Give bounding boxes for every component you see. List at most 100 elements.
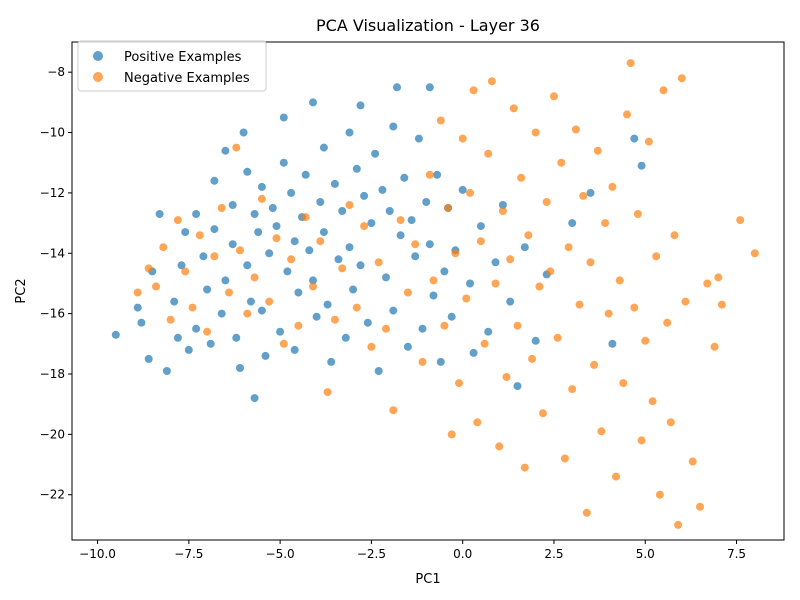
data-point-series-1-10	[210, 252, 219, 261]
data-point-series-0-40	[279, 113, 288, 122]
data-point-series-1-43	[440, 321, 449, 330]
data-point-series-1-23	[301, 213, 310, 222]
data-point-series-0-74	[382, 273, 390, 282]
data-point-series-1-83	[586, 258, 595, 267]
data-point-series-0-17	[210, 176, 219, 185]
data-point-series-1-79	[571, 125, 580, 134]
data-point-series-1-63	[513, 321, 522, 330]
data-point-series-0-77	[389, 306, 398, 315]
data-point-series-1-97	[637, 436, 646, 445]
data-point-series-1-105	[666, 418, 675, 427]
data-point-series-0-97	[466, 279, 474, 288]
data-point-series-0-50	[309, 98, 317, 107]
data-point-series-1-72	[546, 267, 555, 276]
data-point-series-1-66	[524, 231, 533, 240]
data-point-series-0-32	[254, 228, 263, 237]
data-point-series-0-11	[184, 345, 193, 354]
data-point-series-0-34	[257, 306, 266, 315]
data-point-series-1-100	[648, 397, 657, 406]
data-point-series-0-83	[411, 252, 420, 261]
legend-label-positive: Positive Examples	[124, 50, 242, 65]
data-point-series-1-65	[520, 463, 529, 472]
data-point-series-1-82	[582, 508, 591, 517]
data-point-series-1-46	[451, 249, 460, 258]
data-point-series-0-22	[228, 201, 237, 209]
data-point-series-0-80	[400, 173, 409, 182]
data-point-series-0-26	[239, 128, 248, 137]
data-point-series-1-88	[604, 309, 613, 318]
data-point-series-0-67	[356, 261, 365, 270]
y-tick-label: −20	[40, 427, 65, 441]
data-point-series-1-32	[367, 342, 376, 351]
data-point-series-0-71	[371, 149, 380, 158]
data-point-series-0-1	[133, 303, 142, 312]
data-point-series-0-12	[192, 210, 201, 218]
data-point-series-1-54	[480, 339, 489, 348]
data-point-series-0-62	[345, 128, 354, 137]
data-point-series-1-21	[287, 255, 296, 264]
legend-marker-positive	[93, 51, 103, 61]
data-point-series-0-84	[414, 134, 423, 143]
data-point-series-0-109	[586, 188, 595, 197]
data-point-series-1-40	[425, 170, 434, 179]
data-point-series-1-108	[677, 74, 686, 83]
data-point-series-0-110	[608, 339, 617, 348]
data-point-series-0-105	[520, 243, 529, 252]
data-point-series-1-85	[593, 146, 602, 155]
data-point-series-0-42	[283, 267, 292, 276]
data-point-series-0-65	[352, 164, 361, 173]
data-point-series-1-57	[491, 279, 500, 288]
data-point-series-0-38	[272, 222, 281, 231]
data-point-series-0-58	[330, 179, 339, 188]
data-point-series-0-10	[181, 228, 190, 237]
legend: Positive Examples Negative Examples	[77, 40, 267, 92]
data-point-series-1-8	[195, 231, 204, 240]
data-point-series-1-94	[626, 59, 635, 68]
data-point-series-0-96	[458, 185, 467, 194]
data-point-series-1-9	[203, 327, 212, 336]
legend-marker-negative	[93, 72, 103, 82]
x-tick-label: −2.5	[357, 547, 386, 561]
data-point-series-1-44	[444, 204, 453, 212]
data-point-series-0-86	[422, 198, 431, 206]
data-point-series-1-92	[619, 379, 628, 388]
data-point-series-1-37	[403, 288, 412, 297]
data-point-series-0-101	[491, 258, 500, 267]
data-point-series-0-99	[476, 222, 485, 231]
data-point-series-1-96	[633, 210, 642, 218]
data-point-series-0-91	[436, 357, 445, 366]
data-point-series-0-104	[513, 382, 522, 391]
data-point-series-1-103	[659, 86, 668, 95]
data-point-series-1-89	[608, 182, 617, 191]
data-point-series-0-53	[316, 198, 325, 206]
data-point-series-1-75	[557, 158, 566, 167]
y-tick-label: −8	[47, 65, 65, 79]
data-point-series-1-80	[575, 300, 584, 309]
data-point-series-0-81	[403, 342, 412, 351]
data-point-series-1-99	[644, 137, 653, 146]
data-point-series-1-34	[382, 324, 390, 333]
data-point-series-1-60	[502, 373, 511, 381]
data-point-series-1-17	[257, 194, 266, 203]
data-point-series-0-31	[250, 394, 259, 403]
data-point-series-1-48	[458, 134, 467, 143]
data-point-series-0-25	[236, 364, 244, 372]
data-point-series-1-0	[133, 288, 142, 297]
data-point-series-1-35	[389, 406, 398, 415]
data-point-series-1-98	[641, 336, 650, 345]
data-point-series-1-87	[601, 219, 610, 228]
data-point-series-1-6	[181, 267, 190, 276]
data-point-series-0-48	[301, 170, 310, 179]
data-point-series-0-57	[327, 357, 336, 366]
plot-points	[111, 59, 759, 529]
data-point-series-0-78	[393, 83, 401, 92]
data-point-series-1-49	[462, 294, 471, 303]
data-point-series-0-41	[279, 158, 288, 167]
data-point-series-0-29	[246, 297, 255, 306]
data-point-series-0-21	[221, 146, 230, 155]
data-point-series-0-108	[568, 219, 577, 228]
data-point-series-1-71	[542, 198, 551, 206]
data-point-series-0-46	[294, 288, 303, 297]
data-point-series-0-54	[319, 143, 328, 152]
